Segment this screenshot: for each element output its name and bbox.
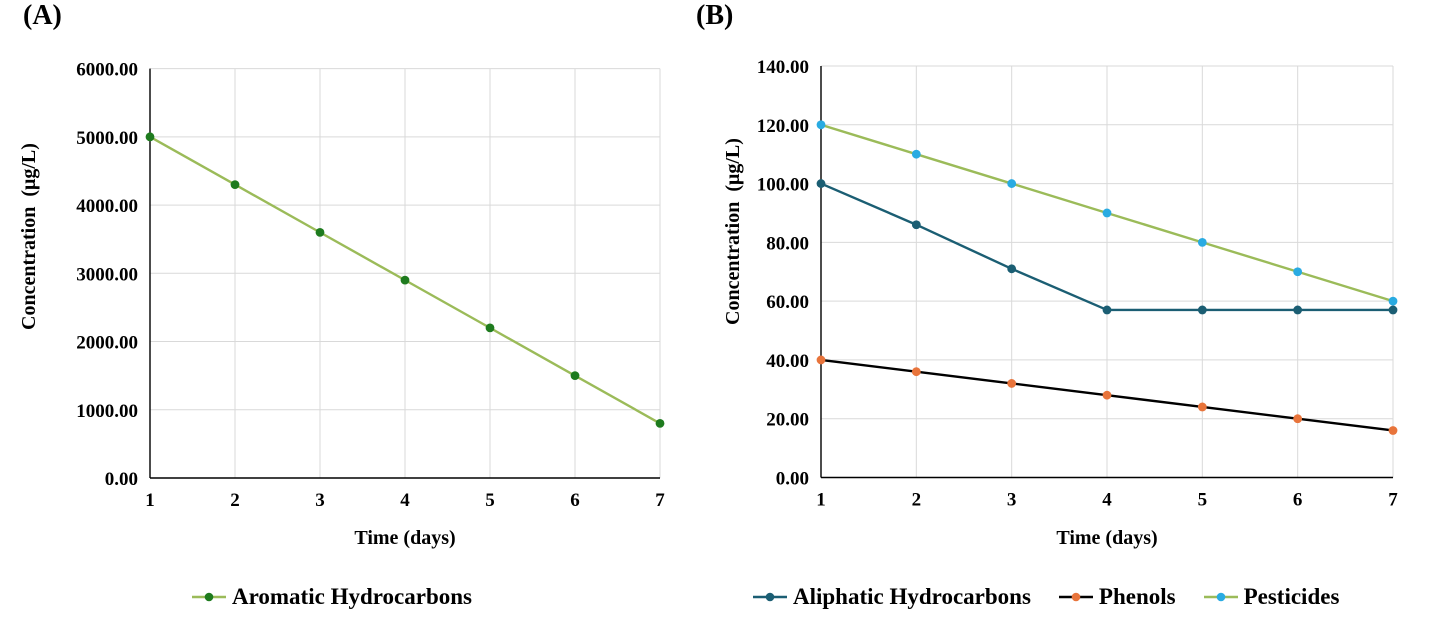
svg-text:4: 4	[400, 490, 410, 511]
svg-text:6: 6	[1293, 490, 1303, 511]
svg-text:6000.00: 6000.00	[76, 60, 138, 81]
svg-text:40.00: 40.00	[766, 351, 809, 372]
svg-text:7: 7	[1388, 490, 1398, 511]
svg-text:4: 4	[1102, 490, 1112, 511]
svg-text:3: 3	[1007, 490, 1017, 511]
svg-text:1000.00: 1000.00	[76, 401, 138, 422]
svg-text:20.00: 20.00	[766, 410, 809, 431]
svg-text:3: 3	[315, 490, 325, 511]
svg-text:0.00: 0.00	[776, 469, 809, 490]
svg-text:2: 2	[912, 490, 922, 511]
svg-text:3000.00: 3000.00	[76, 264, 138, 285]
svg-text:2000.00: 2000.00	[76, 333, 138, 354]
svg-text:60.00: 60.00	[766, 292, 809, 313]
svg-text:1: 1	[145, 490, 155, 511]
svg-text:6: 6	[570, 490, 580, 511]
svg-text:5: 5	[485, 490, 495, 511]
svg-text:0.00: 0.00	[105, 469, 138, 490]
svg-text:4000.00: 4000.00	[76, 196, 138, 217]
svg-text:5000.00: 5000.00	[76, 128, 138, 149]
svg-text:100.00: 100.00	[757, 175, 809, 196]
svg-text:7: 7	[655, 490, 665, 511]
svg-text:80.00: 80.00	[766, 233, 809, 254]
svg-text:1: 1	[816, 490, 826, 511]
svg-text:2: 2	[230, 490, 240, 511]
svg-text:140.00: 140.00	[757, 57, 809, 78]
svg-text:120.00: 120.00	[757, 116, 809, 137]
svg-text:5: 5	[1198, 490, 1208, 511]
